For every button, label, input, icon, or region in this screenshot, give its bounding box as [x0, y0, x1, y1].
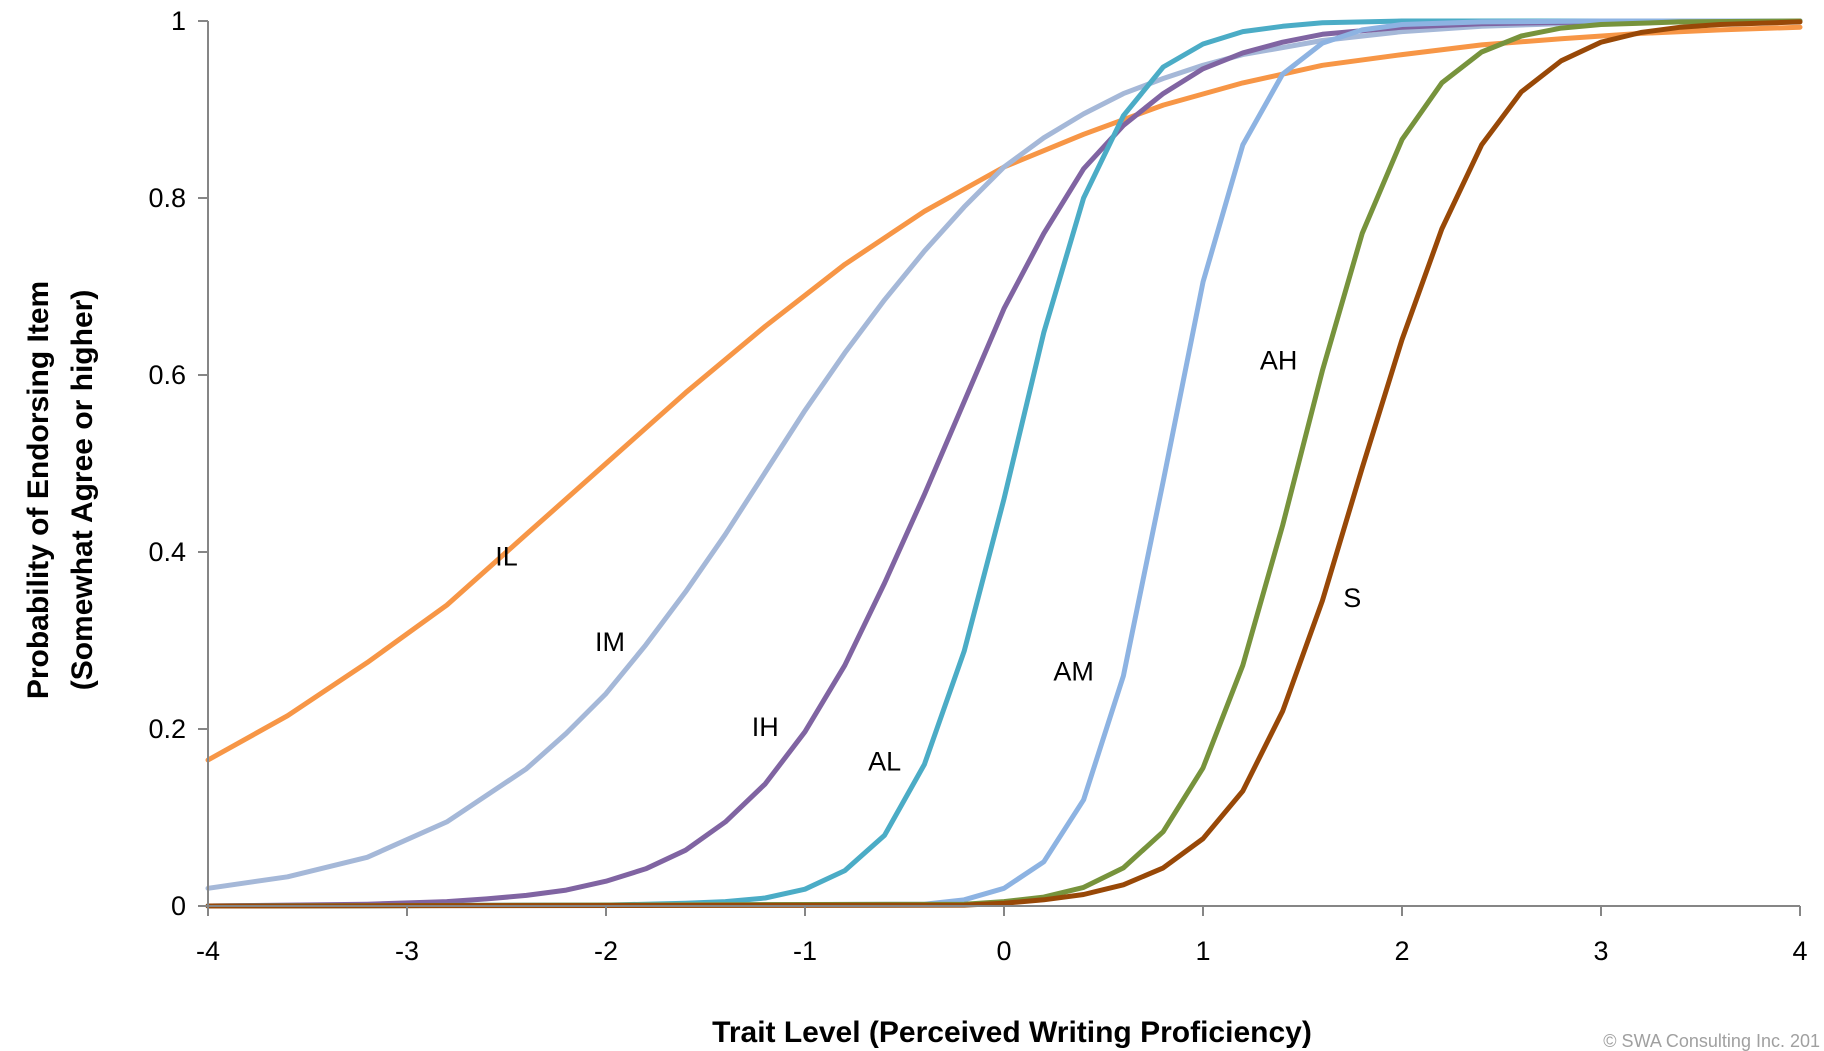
- x-axis-title: Trait Level (Perceived Writing Proficien…: [712, 1016, 1312, 1049]
- x-tick-label: -3: [395, 936, 419, 966]
- curve-label-s: S: [1343, 583, 1361, 613]
- y-tick-label: 0.8: [148, 183, 186, 213]
- series-line-am: [205, 18, 1803, 909]
- axes: 0 0.2 0.4 0.6 0.8 1 -4 -3 -2 -1 0 1 2 3 4: [148, 6, 1807, 966]
- x-tick-label: 4: [1792, 936, 1807, 966]
- series-layer: [205, 18, 1803, 909]
- x-tick-label: -4: [196, 936, 220, 966]
- series-line-s: [205, 19, 1803, 909]
- curve-label-il: IL: [495, 541, 518, 571]
- x-tick-label: 2: [1394, 936, 1409, 966]
- copyright-notice: © SWA Consulting Inc. 201: [1603, 1031, 1820, 1051]
- x-tick-label: -2: [594, 936, 618, 966]
- x-tick-label: 3: [1593, 936, 1608, 966]
- x-tick-label: -1: [793, 936, 817, 966]
- curve-label-im: IM: [595, 627, 625, 657]
- y-tick-label: 1: [171, 6, 186, 36]
- y-tick-label: 0.2: [148, 714, 186, 744]
- y-tick-label: 0.4: [148, 537, 186, 567]
- series-line-ah: [205, 18, 1803, 909]
- curve-label-al: AL: [868, 747, 901, 777]
- series-line-al: [205, 18, 1803, 909]
- series-line-il: [205, 24, 1803, 763]
- y-axis-title-line1: Probability of Endorsing Item: [22, 281, 55, 699]
- x-tick-label: 1: [1195, 936, 1210, 966]
- y-axis-title-line2: (Somewhat Agree or higher): [66, 290, 99, 691]
- curve-label-am: AM: [1053, 656, 1094, 686]
- y-tick-label: 0: [171, 891, 186, 921]
- y-tick-label: 0.6: [148, 360, 186, 390]
- curve-label-ih: IH: [752, 712, 779, 742]
- series-line-im: [205, 18, 1803, 891]
- curve-labels: IL IM IH AL AM AH S: [495, 346, 1361, 777]
- curve-label-ah: AH: [1260, 346, 1298, 376]
- series-line-ih: [205, 18, 1803, 909]
- x-tick-label: 0: [996, 936, 1011, 966]
